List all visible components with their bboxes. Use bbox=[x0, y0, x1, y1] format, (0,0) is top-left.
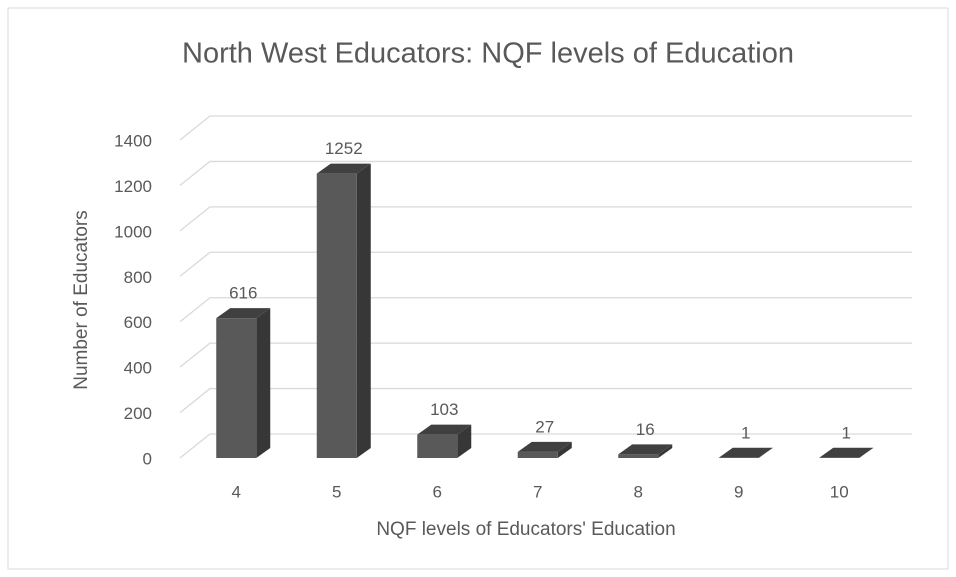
y-tick-label: 1400 bbox=[114, 131, 152, 150]
bar bbox=[718, 447, 773, 458]
x-axis-title: NQF levels of Educators' Education bbox=[376, 519, 675, 540]
chart-title: North West Educators: NQF levels of Educ… bbox=[182, 38, 794, 70]
data-label: 103 bbox=[430, 400, 458, 419]
y-tick-label: 200 bbox=[124, 404, 152, 423]
data-label: 1 bbox=[741, 423, 750, 442]
bar-side bbox=[457, 424, 472, 458]
data-label: 16 bbox=[636, 420, 655, 439]
bar-top bbox=[216, 308, 271, 319]
bar bbox=[618, 444, 673, 458]
bar-top bbox=[618, 444, 673, 455]
bar-top bbox=[517, 441, 572, 452]
bar-front bbox=[417, 434, 458, 458]
bar-top bbox=[417, 424, 472, 435]
grid-line bbox=[179, 160, 912, 186]
bar-side bbox=[256, 308, 271, 458]
x-tick-label: 6 bbox=[433, 482, 442, 501]
y-tick-label: 600 bbox=[124, 313, 152, 332]
bar-side bbox=[557, 441, 572, 458]
grid-line bbox=[179, 387, 912, 414]
bar-front bbox=[316, 173, 357, 459]
bar bbox=[316, 163, 371, 459]
bar-side bbox=[859, 447, 874, 458]
bar-front bbox=[618, 454, 659, 458]
data-label: 616 bbox=[229, 284, 257, 303]
x-tick-label: 8 bbox=[634, 482, 643, 501]
y-tick-label: 800 bbox=[124, 268, 152, 287]
data-label: 1 bbox=[842, 423, 851, 442]
x-tick-label: 5 bbox=[332, 482, 341, 501]
bar-top bbox=[316, 163, 371, 174]
bar bbox=[417, 424, 472, 458]
x-tick-label: 4 bbox=[232, 482, 241, 501]
x-tick-label: 10 bbox=[830, 482, 849, 501]
y-axis-title: Number of Educators bbox=[71, 210, 92, 390]
bar bbox=[216, 308, 271, 458]
bar bbox=[819, 447, 874, 458]
y-tick-label: 400 bbox=[124, 359, 152, 378]
y-tick-label: 1200 bbox=[114, 177, 152, 196]
grid-line bbox=[179, 115, 912, 141]
bar-top bbox=[819, 447, 874, 458]
grid-line bbox=[179, 297, 912, 323]
grid-line bbox=[179, 342, 912, 368]
chart-frame bbox=[7, 7, 949, 570]
grid-line bbox=[179, 433, 912, 459]
bar-top bbox=[718, 447, 773, 458]
y-tick-label: 0 bbox=[143, 449, 152, 468]
data-label: 1252 bbox=[325, 139, 363, 158]
bar-side bbox=[658, 444, 673, 458]
bar-front bbox=[517, 451, 558, 458]
data-label: 27 bbox=[535, 417, 554, 436]
x-tick-label: 7 bbox=[533, 482, 542, 501]
grid-line bbox=[179, 206, 912, 232]
x-tick-label: 9 bbox=[734, 482, 743, 501]
grid-line bbox=[179, 251, 912, 277]
bar bbox=[517, 441, 572, 458]
y-tick-label: 1000 bbox=[114, 222, 152, 241]
bar-side bbox=[758, 447, 773, 458]
bar-front bbox=[216, 318, 257, 458]
bar-side bbox=[356, 163, 371, 459]
